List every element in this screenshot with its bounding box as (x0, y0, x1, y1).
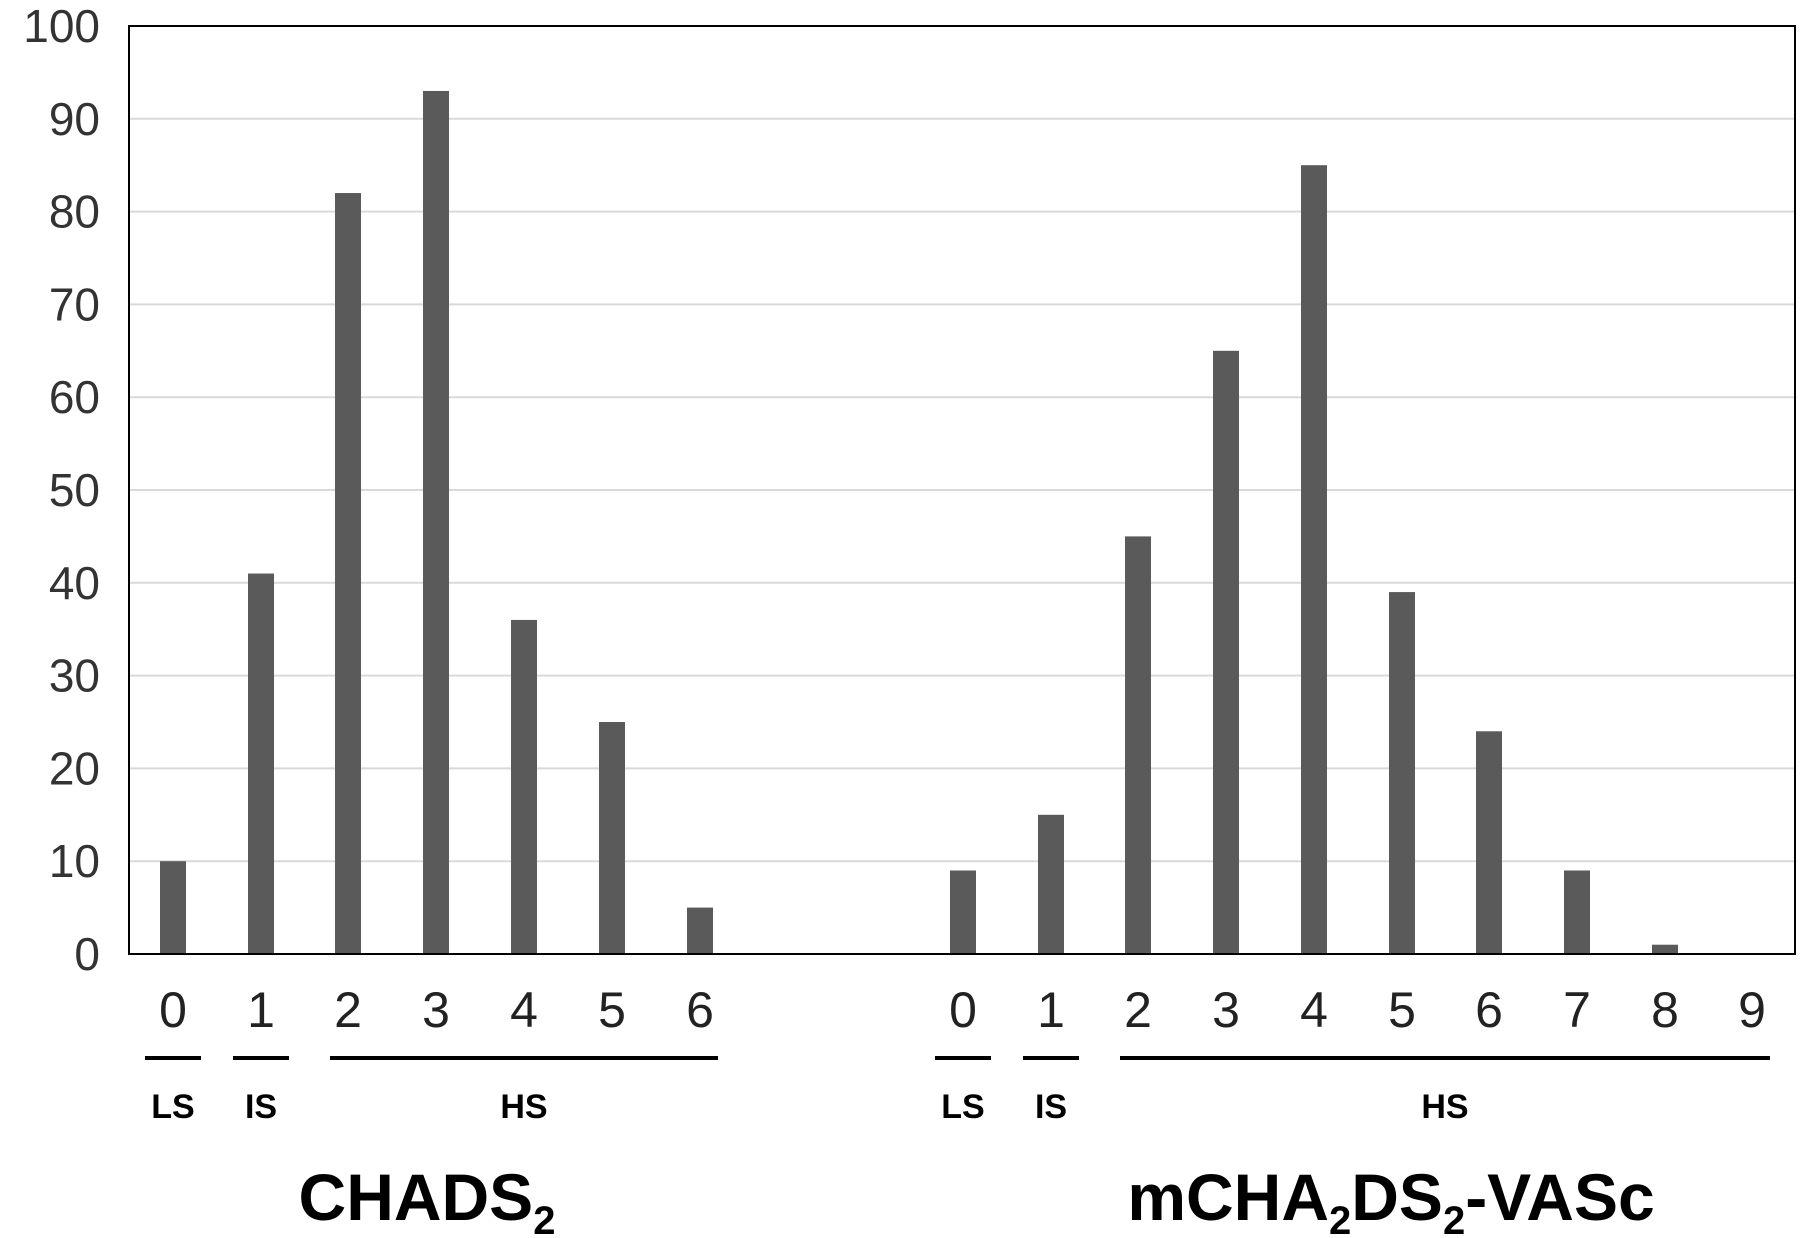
x-tick-label-group2-1: 1 (1037, 982, 1065, 1038)
y-tick-label-0: 0 (74, 928, 100, 980)
bar-group1-0 (160, 861, 186, 954)
x-tick-label-group2-3: 3 (1212, 982, 1240, 1038)
risk-band-label-hs-group1: HS (500, 1088, 547, 1126)
bar-group2-5 (1389, 592, 1415, 954)
risk-band-label-is-group2: IS (1035, 1088, 1067, 1126)
bar-group1-6 (687, 907, 713, 954)
group-title-part-1: mCHA (1127, 1160, 1329, 1234)
x-tick-label-group2-0: 0 (949, 982, 977, 1038)
bar-group1-2 (335, 193, 361, 955)
y-tick-label-80: 80 (49, 186, 100, 238)
x-tick-label-group2-9: 9 (1738, 982, 1766, 1038)
x-tick-label-group2-6: 6 (1475, 982, 1503, 1038)
group-title-part-2: 2 (1329, 1199, 1351, 1238)
bar-group1-4 (511, 619, 537, 954)
group-title-mcha2ds2-vasc: mCHA2DS2-VASc (1127, 1160, 1654, 1238)
x-axis-ticks: 0 1 2 3 4 5 6 0 1 2 3 4 5 6 7 8 9 (159, 982, 1766, 1038)
x-tick-label-group1-3: 3 (422, 982, 450, 1038)
x-tick-label-group1-5: 5 (598, 982, 626, 1038)
y-tick-label-30: 30 (49, 650, 100, 702)
x-tick-label-group2-7: 7 (1563, 982, 1591, 1038)
risk-band-label-is-group1: IS (245, 1088, 277, 1126)
bar-group2-7 (1564, 870, 1590, 954)
group-title-chads2: CHADS2 (299, 1160, 556, 1238)
bar-group2-6 (1476, 731, 1502, 954)
bar-group2-2 (1125, 536, 1151, 954)
risk-band-label-hs-group2: HS (1421, 1088, 1468, 1126)
group-title-part-4: 2 (1443, 1199, 1465, 1238)
y-tick-label-40: 40 (49, 557, 100, 609)
x-tick-label-group2-4: 4 (1300, 982, 1328, 1038)
y-tick-label-10: 10 (49, 835, 100, 887)
x-tick-label-group2-2: 2 (1124, 982, 1152, 1038)
group-title-part-5: -VASc (1465, 1160, 1655, 1234)
bar-group2-1 (1038, 814, 1064, 954)
x-tick-label-group2-8: 8 (1651, 982, 1679, 1038)
bar-group2-3 (1213, 350, 1239, 954)
x-tick-label-group1-6: 6 (686, 982, 714, 1038)
risk-bands: LS IS HS LS IS HS (145, 1056, 1770, 1126)
bar-group1-5 (599, 722, 625, 954)
y-tick-label-60: 60 (49, 371, 100, 423)
group-title-part-3: DS (1351, 1160, 1443, 1234)
x-tick-label-group1-1: 1 (247, 982, 275, 1038)
x-tick-label-group1-2: 2 (334, 982, 362, 1038)
bar-group1-1 (248, 573, 274, 954)
bar-group1-3 (423, 90, 449, 954)
y-tick-label-50: 50 (49, 464, 100, 516)
y-tick-label-90: 90 (49, 93, 100, 145)
gridlines (129, 117, 1795, 863)
risk-band-label-ls-group1: LS (151, 1088, 194, 1126)
y-axis-ticks: 0 10 20 30 40 50 60 70 80 90 100 (23, 0, 100, 980)
y-tick-label-70: 70 (49, 278, 100, 330)
group-title-chads2-sub: 2 (533, 1199, 555, 1238)
x-tick-label-group1-4: 4 (510, 982, 538, 1038)
bar-group2-4 (1301, 165, 1327, 954)
x-tick-label-group2-5: 5 (1388, 982, 1416, 1038)
y-tick-label-100: 100 (23, 0, 100, 52)
x-tick-label-group1-0: 0 (159, 982, 187, 1038)
y-tick-label-20: 20 (49, 742, 100, 794)
plot-frame (128, 25, 1796, 955)
bars (160, 90, 1678, 955)
group-title-chads2-main: CHADS (299, 1160, 534, 1234)
risk-band-label-ls-group2: LS (941, 1088, 984, 1126)
bar-group2-8 (1652, 944, 1678, 954)
bar-group2-0 (950, 870, 976, 954)
